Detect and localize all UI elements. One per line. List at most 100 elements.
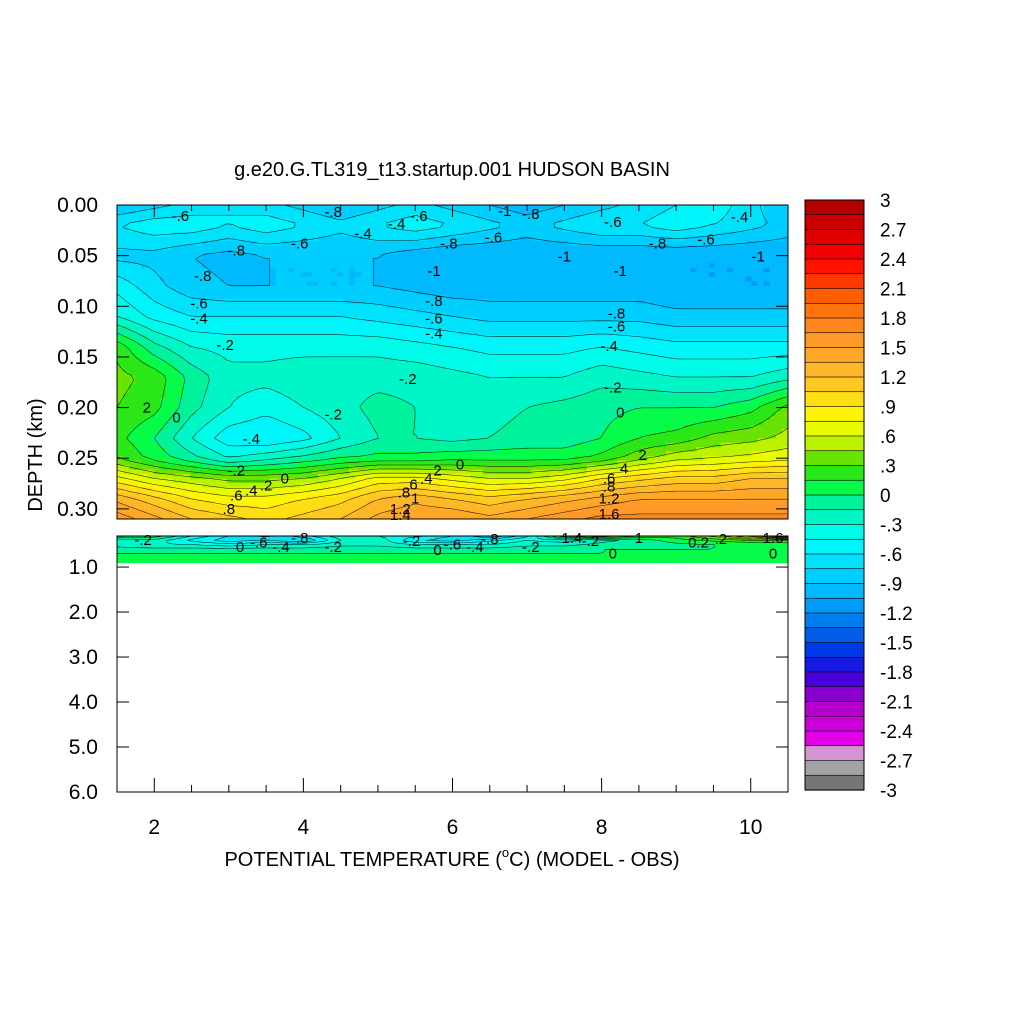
field-cell bbox=[659, 281, 667, 287]
field-cell bbox=[397, 370, 405, 377]
field-cell bbox=[293, 276, 301, 282]
field-cell bbox=[647, 299, 655, 305]
field-cell bbox=[226, 366, 234, 372]
field-cell bbox=[696, 370, 704, 377]
field-cell bbox=[245, 397, 252, 403]
field-cell bbox=[684, 335, 691, 341]
field-cell bbox=[580, 245, 588, 251]
field-cell bbox=[300, 218, 307, 224]
field-cell bbox=[379, 245, 386, 251]
field-cell bbox=[379, 330, 386, 336]
field-cell bbox=[171, 231, 179, 237]
field-cell bbox=[775, 321, 783, 327]
field-cell bbox=[226, 406, 234, 412]
field-cell bbox=[226, 303, 234, 309]
field-cell bbox=[452, 240, 460, 246]
field-cell bbox=[659, 240, 667, 246]
field-cell bbox=[220, 370, 228, 377]
field-cell bbox=[775, 308, 783, 314]
field-cell bbox=[769, 276, 777, 282]
field-cell bbox=[751, 205, 759, 211]
field-cell bbox=[647, 249, 655, 255]
field-cell bbox=[269, 344, 277, 350]
field-cell bbox=[513, 240, 521, 246]
field-cell bbox=[373, 384, 380, 390]
field-cell bbox=[452, 218, 460, 224]
field-cell bbox=[129, 393, 136, 399]
field-cell bbox=[330, 285, 338, 291]
field-cell bbox=[495, 384, 502, 390]
field-cell bbox=[354, 379, 362, 386]
field-cell bbox=[324, 330, 332, 336]
field-cell bbox=[409, 227, 417, 233]
field-cell bbox=[690, 254, 698, 260]
field-cell bbox=[263, 299, 271, 305]
field-cell bbox=[293, 290, 301, 296]
field-cell bbox=[190, 406, 197, 412]
field-cell bbox=[202, 276, 210, 282]
field-cell bbox=[184, 285, 191, 291]
field-cell bbox=[275, 353, 283, 359]
field-cell bbox=[635, 281, 643, 287]
field-cell bbox=[635, 379, 643, 386]
field-cell bbox=[178, 326, 185, 332]
field-cell bbox=[324, 370, 332, 377]
field-cell bbox=[635, 353, 643, 359]
field-cell bbox=[129, 321, 136, 327]
field-cell bbox=[446, 263, 454, 269]
field-cell bbox=[135, 362, 142, 368]
field-cell bbox=[208, 281, 216, 287]
field-cell bbox=[232, 263, 240, 269]
field-cell bbox=[184, 254, 191, 260]
field-cell bbox=[263, 218, 271, 224]
field-cell bbox=[720, 263, 728, 269]
field-cell bbox=[196, 294, 203, 300]
field-cell bbox=[727, 285, 734, 291]
field-cell bbox=[153, 366, 161, 372]
field-cell bbox=[781, 370, 788, 377]
field-cell bbox=[690, 335, 698, 341]
field-cell bbox=[300, 299, 307, 305]
field-cell bbox=[275, 222, 283, 229]
field-cell bbox=[239, 370, 246, 377]
field-cell bbox=[245, 245, 252, 251]
field-cell bbox=[733, 366, 740, 372]
field-cell bbox=[293, 402, 301, 408]
field-cell bbox=[135, 393, 142, 399]
field-cell bbox=[275, 397, 283, 403]
field-cell bbox=[263, 321, 271, 327]
field-cell bbox=[336, 384, 344, 390]
field-cell bbox=[397, 326, 405, 332]
field-cell bbox=[141, 240, 149, 246]
field-cell bbox=[531, 317, 539, 323]
field-cell bbox=[226, 231, 234, 237]
field-cell bbox=[373, 330, 380, 336]
field-cell bbox=[275, 330, 283, 336]
field-cell bbox=[446, 397, 454, 403]
field-cell bbox=[263, 290, 271, 296]
field-cell bbox=[470, 205, 478, 211]
field-cell bbox=[330, 317, 338, 323]
field-cell bbox=[647, 308, 655, 314]
field-cell bbox=[190, 317, 197, 323]
field-cell bbox=[239, 375, 246, 381]
field-cell bbox=[214, 370, 222, 377]
field-cell bbox=[354, 258, 362, 264]
field-cell bbox=[598, 362, 606, 368]
field-cell bbox=[666, 384, 673, 390]
field-cell bbox=[251, 317, 258, 323]
field-cell bbox=[354, 218, 362, 224]
field-cell bbox=[147, 357, 155, 363]
field-cell bbox=[544, 240, 551, 246]
field-cell bbox=[708, 393, 716, 399]
field-cell bbox=[190, 249, 197, 255]
field-cell bbox=[550, 254, 557, 260]
field-cell bbox=[281, 308, 289, 314]
field-cell bbox=[287, 245, 295, 251]
field-cell bbox=[446, 308, 454, 314]
field-cell bbox=[525, 393, 533, 399]
field-cell bbox=[171, 276, 179, 282]
field-cell bbox=[470, 303, 478, 309]
field-cell bbox=[379, 240, 386, 246]
field-cell bbox=[415, 281, 423, 287]
